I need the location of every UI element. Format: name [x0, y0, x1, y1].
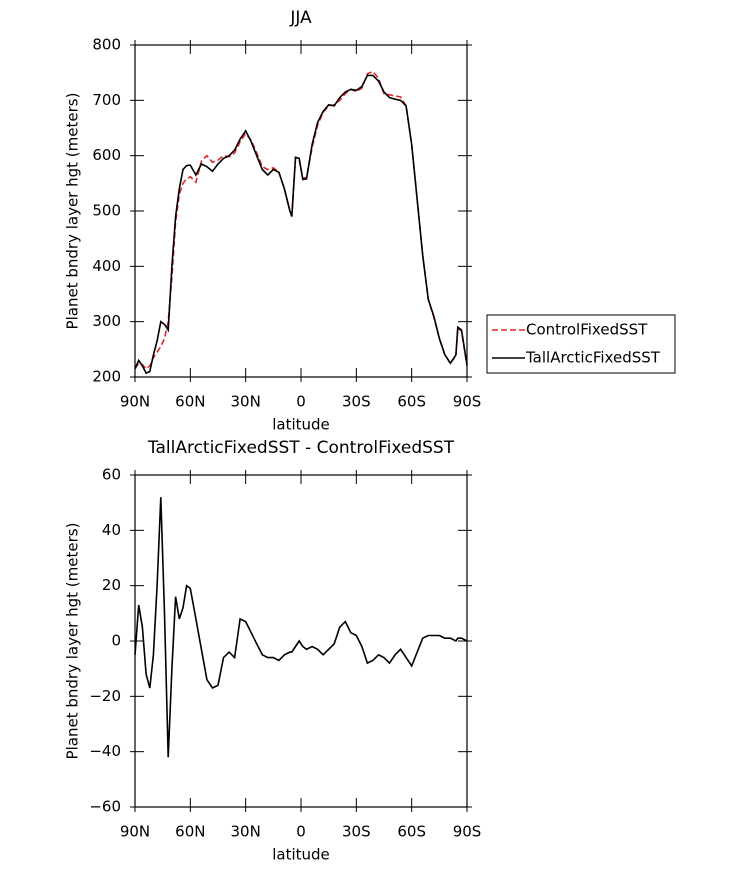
data-line — [134, 70, 468, 370]
x-axis-label: latitude — [272, 846, 330, 864]
x-tick-label: 30S — [342, 823, 371, 841]
y-tick-label: 60 — [102, 466, 121, 484]
y-tick-label: −40 — [89, 742, 121, 760]
y-axis-label: Planet bndry layer hgt (meters) — [64, 93, 82, 330]
x-tick-label: 0 — [296, 823, 306, 841]
y-tick-label: 600 — [92, 146, 121, 164]
legend-box — [486, 314, 676, 374]
x-tick-label: 90S — [453, 393, 482, 411]
legend-label: ControlFixedSST — [526, 321, 648, 339]
y-tick-label: 500 — [92, 202, 121, 220]
x-tick-label: 60S — [397, 393, 426, 411]
x-tick-label: 60S — [397, 823, 426, 841]
y-tick-label: 800 — [92, 36, 121, 54]
y-tick-label: 0 — [111, 632, 121, 650]
data-line — [134, 497, 468, 758]
chart-title: TallArcticFixedSST - ControlFixedSST — [147, 438, 455, 458]
x-tick-label: 30N — [231, 393, 261, 411]
x-tick-label: 0 — [296, 393, 306, 411]
plot-frame — [134, 44, 468, 378]
plot-frame — [134, 474, 468, 808]
x-axis-label: latitude — [272, 416, 330, 434]
x-tick-label: 90N — [120, 393, 150, 411]
y-tick-label: 700 — [92, 91, 121, 109]
y-tick-label: 300 — [92, 312, 121, 330]
y-tick-label: −20 — [89, 687, 121, 705]
data-line — [134, 74, 468, 375]
y-tick-label: −60 — [89, 798, 121, 816]
chart-title: JJA — [289, 8, 312, 28]
y-tick-label: 20 — [102, 576, 121, 594]
y-tick-label: 40 — [102, 521, 121, 539]
x-tick-label: 90S — [453, 823, 482, 841]
y-tick-label: 400 — [92, 257, 121, 275]
x-tick-label: 90N — [120, 823, 150, 841]
x-tick-label: 30S — [342, 393, 371, 411]
x-tick-label: 60N — [175, 393, 205, 411]
x-tick-label: 60N — [175, 823, 205, 841]
legend-label: TallArcticFixedSST — [525, 349, 661, 367]
y-tick-label: 200 — [92, 368, 121, 386]
y-axis-label: Planet bndry layer hgt (meters) — [64, 523, 82, 760]
x-tick-label: 30N — [231, 823, 261, 841]
